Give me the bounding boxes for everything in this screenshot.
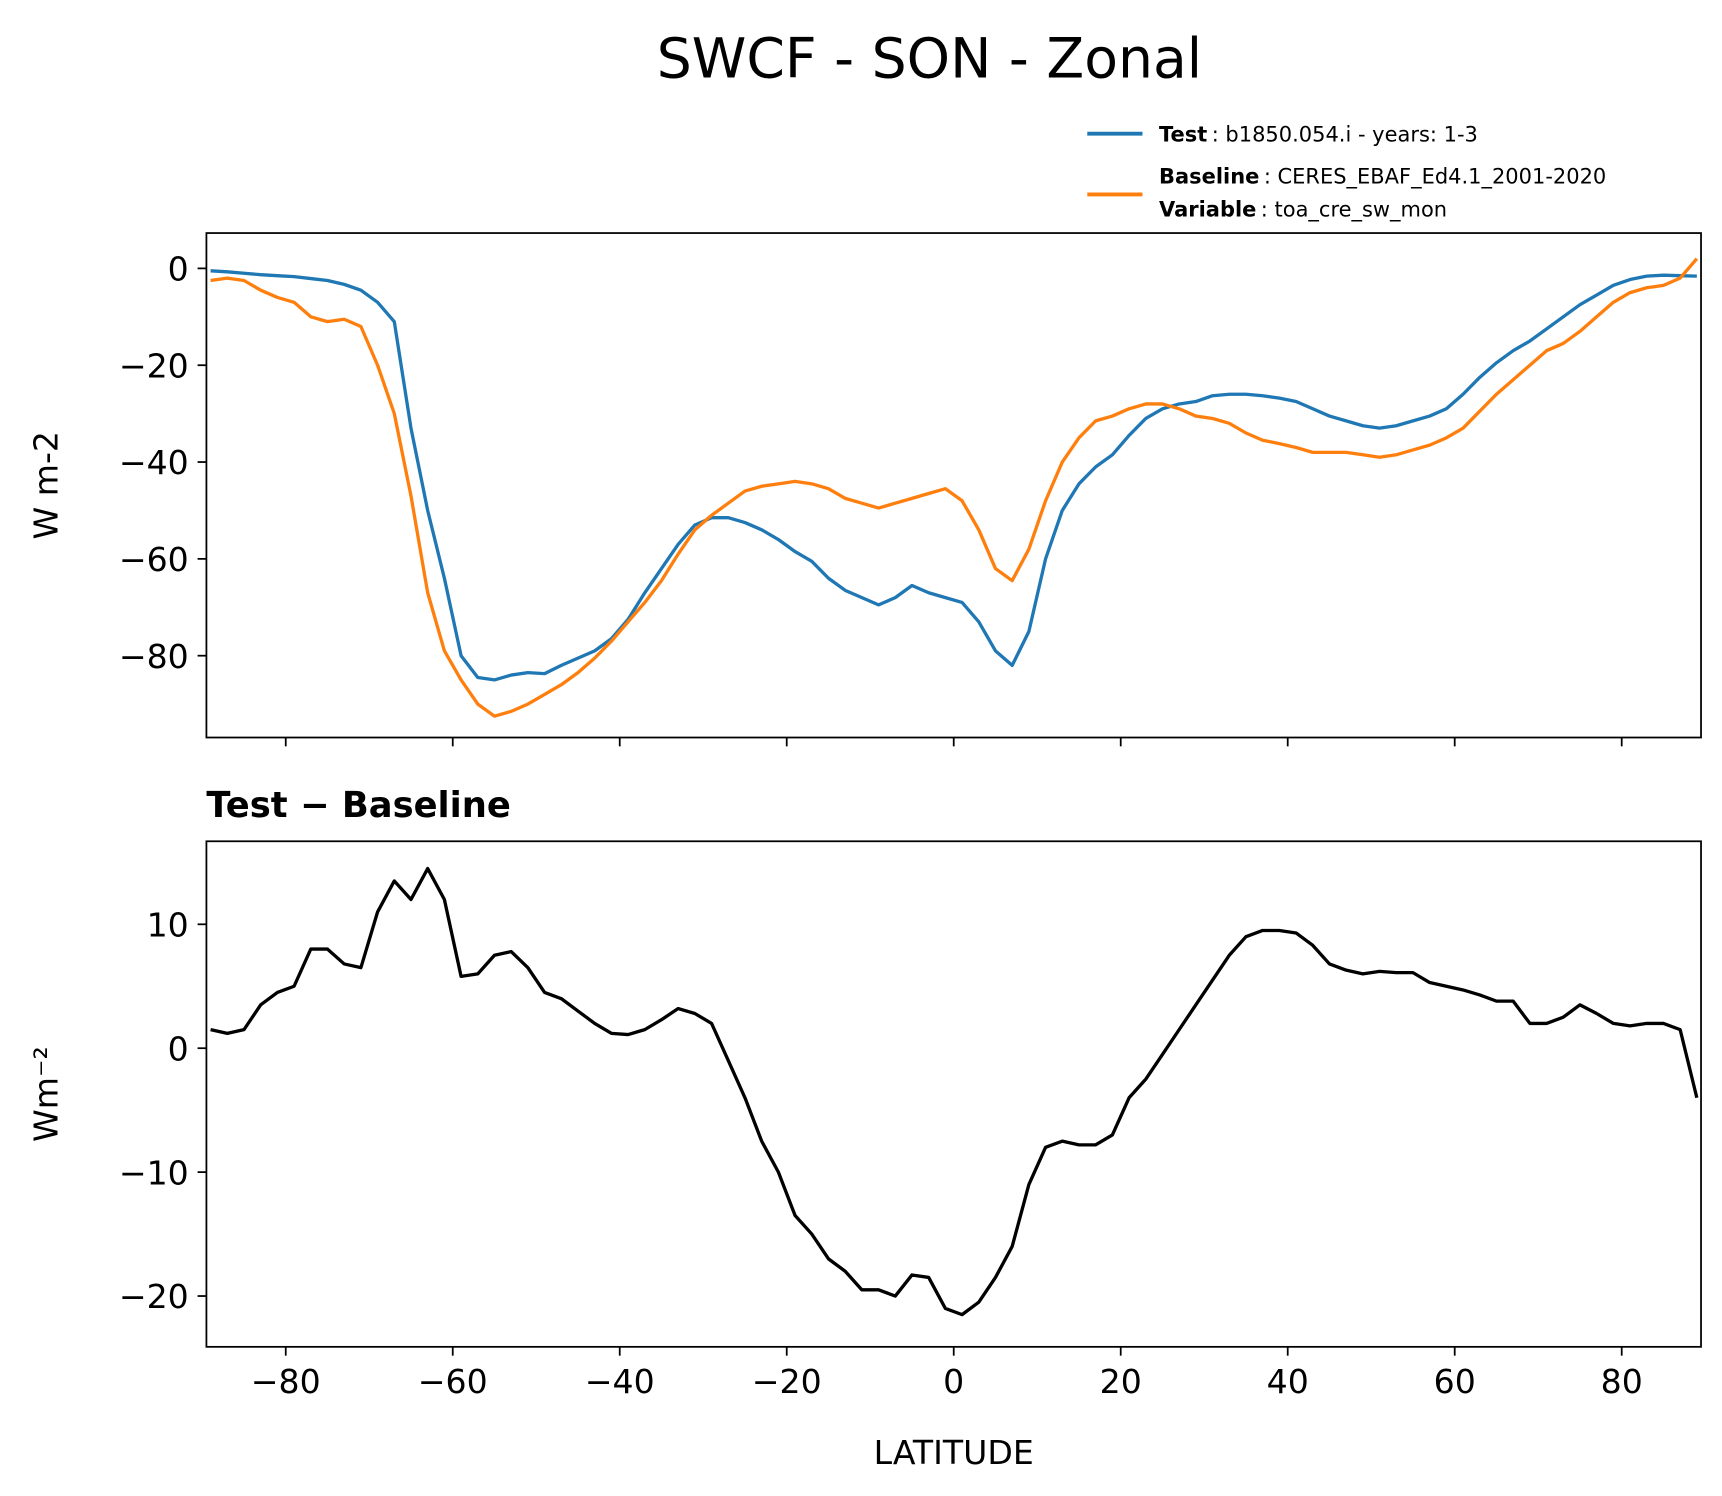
x-axis-label: LATITUDE [874, 1433, 1034, 1472]
x-tick-label: 20 [1100, 1362, 1142, 1401]
legend-note-description: : toa_cre_sw_mon [1261, 197, 1447, 222]
y-tick-label: 0 [168, 250, 189, 289]
legend-description: : b1850.054.i - years: 1-3 [1212, 122, 1478, 146]
plot-area [210, 866, 1699, 1317]
data-line [210, 866, 1699, 1317]
y-axis-label: W m-2 [26, 431, 65, 540]
data-line [210, 269, 1697, 682]
x-tick-label: −40 [585, 1362, 655, 1401]
axes-frame [205, 232, 1702, 739]
legend-entry: Baseline: CERES_EBAF_Ed4.1_2001-2020 [1159, 164, 1606, 189]
y-tick-label: −20 [119, 1277, 189, 1316]
x-tick-label: −80 [251, 1362, 321, 1401]
legend-name: Baseline [1159, 164, 1259, 188]
legend-entry: Test: b1850.054.i - years: 1-3 [1159, 122, 1478, 146]
y-tick-label: −60 [119, 540, 189, 579]
plot-area [210, 257, 1699, 718]
y-tick-label: −20 [119, 346, 189, 385]
data-line [210, 257, 1699, 718]
y-tick-label: −10 [119, 1153, 189, 1192]
y-tick-label: 10 [147, 905, 189, 944]
x-tick-label: −20 [752, 1362, 822, 1401]
y-tick-label: 0 [168, 1029, 189, 1068]
y-tick-label: −80 [119, 637, 189, 676]
legend-description: : CERES_EBAF_Ed4.1_2001-2020 [1264, 164, 1606, 189]
x-tick-label: 0 [943, 1362, 964, 1401]
legend-name: Test [1159, 122, 1207, 146]
y-tick-label: −40 [119, 443, 189, 482]
legend-note: Variable: toa_cre_sw_mon [1159, 197, 1447, 222]
y-axis-label: Wm⁻² [26, 1046, 65, 1142]
x-tick-label: 40 [1267, 1362, 1309, 1401]
x-tick-label: 80 [1601, 1362, 1643, 1401]
x-tick-label: 60 [1434, 1362, 1476, 1401]
legend-note-name: Variable [1159, 197, 1256, 221]
axes-frame [205, 840, 1702, 1348]
figure-title: SWCF - SON - Zonal [657, 27, 1202, 91]
x-tick-label: −60 [418, 1362, 488, 1401]
axes-title: Test − Baseline [206, 785, 510, 826]
